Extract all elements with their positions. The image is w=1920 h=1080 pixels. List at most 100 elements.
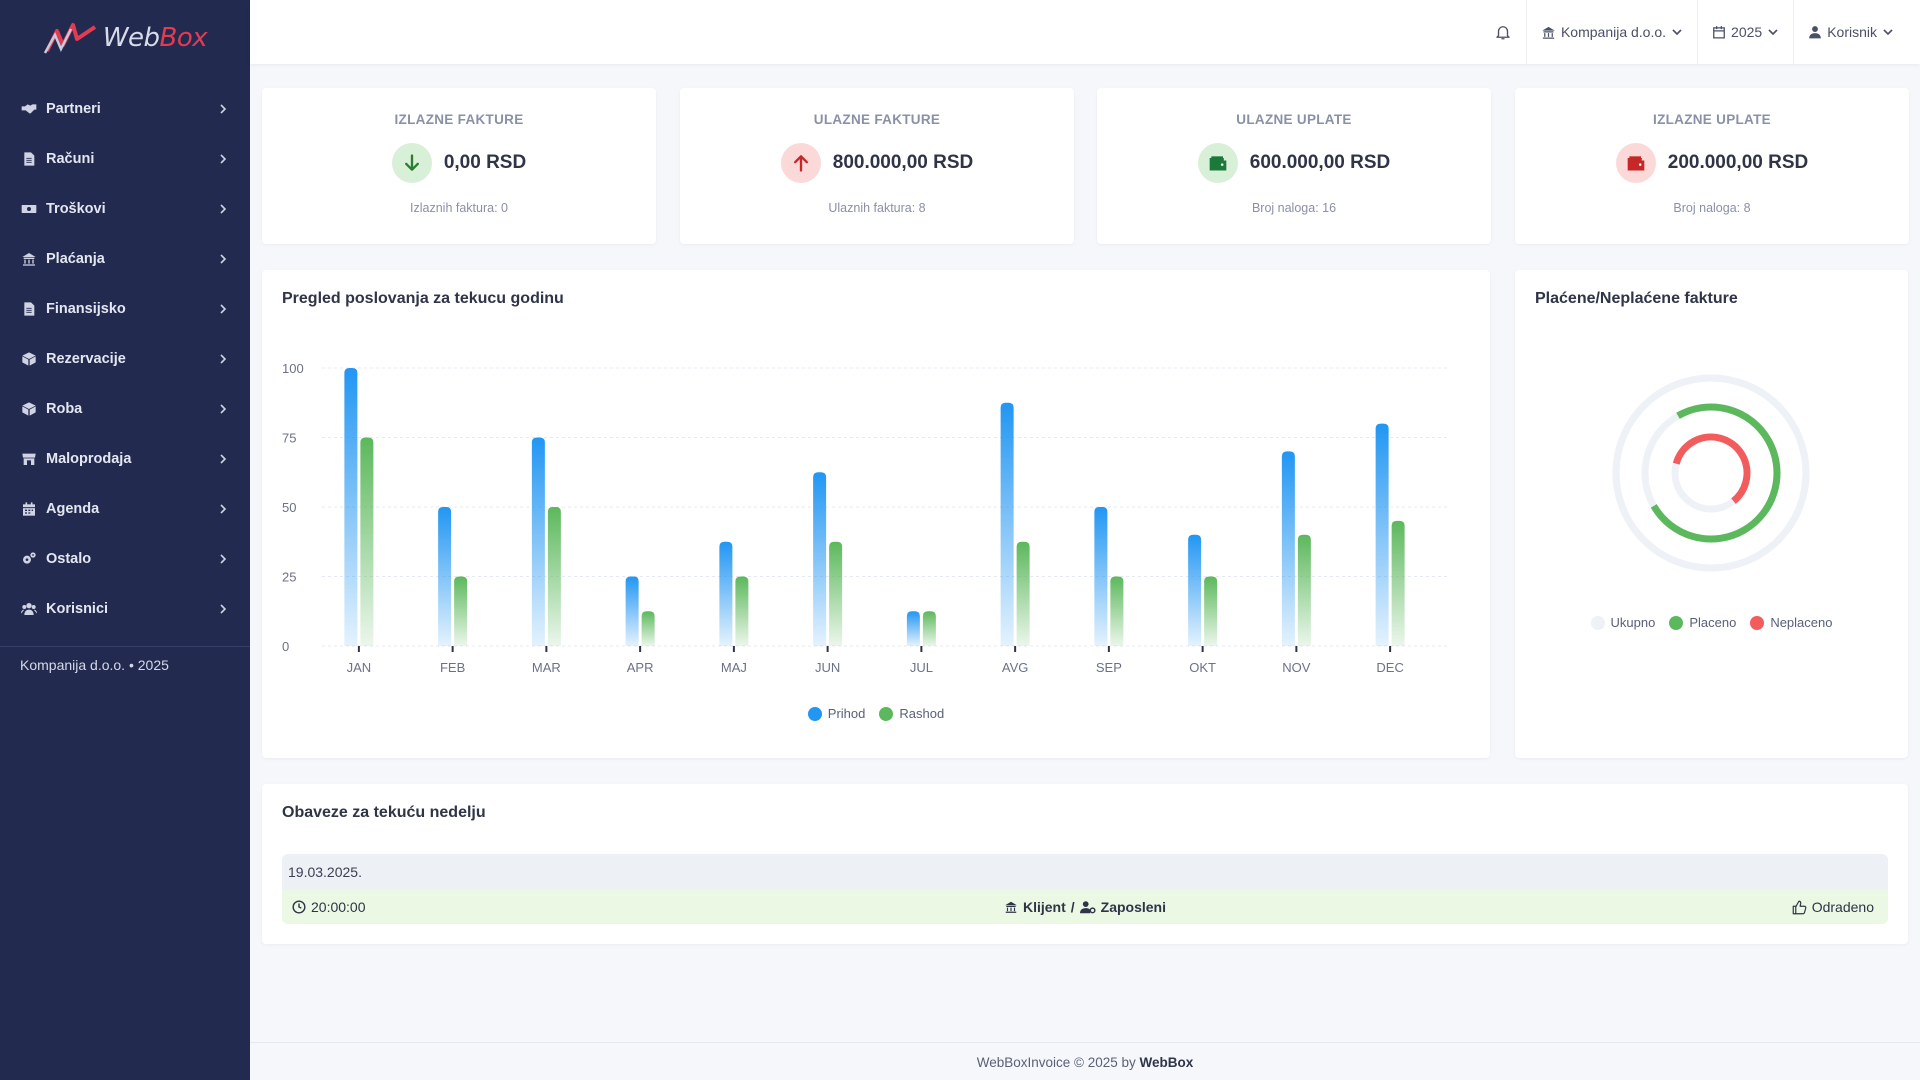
clock-icon (292, 900, 306, 914)
bar-rashod-feb[interactable] (454, 576, 468, 647)
sidebar-item-ostalo[interactable]: Ostalo (0, 534, 250, 584)
bar-rashod-jun[interactable] (829, 541, 843, 646)
y-tick-label: 100 (282, 361, 304, 376)
sidebar-item-agenda[interactable]: Agenda (0, 484, 250, 534)
bar-rashod-nov[interactable] (1297, 534, 1311, 646)
business-overview-card: Pregled poslovanja za tekucu godinu 0 25 5… (262, 270, 1490, 758)
stat-value: 600.000,00 RSD (1249, 152, 1391, 173)
year-selector[interactable]: 2025 (1697, 0, 1793, 64)
obligations-title: Obaveze za tekuću nedelju (282, 804, 486, 821)
sidebar-item-finansijsko[interactable]: Finansijsko (0, 284, 250, 334)
legend-prihod[interactable]: Prihod (807, 706, 865, 721)
y-tick-label: 25 (282, 570, 296, 585)
sidebar-item-label: Korisnici (46, 601, 109, 617)
stat-title: ULAZNE FAKTURE (813, 112, 941, 127)
outgoing-payments-card: IZLAZNE UPLATE 200.000,00 RSD Broj nalog… (1515, 88, 1909, 244)
bar-prihod-jan[interactable] (344, 368, 358, 646)
bar-prihod-okt[interactable] (1188, 534, 1202, 646)
legend-ukupno[interactable]: Ukupno (1590, 615, 1655, 630)
sidebar-item-plaanja[interactable]: Plaćanja (0, 234, 250, 284)
footer-brand[interactable]: WebBox (1139, 1055, 1194, 1070)
legend-neplaceno[interactable]: Neplaceno (1750, 615, 1832, 630)
page-footer: WebBoxInvoice © 2025 by WebBox (250, 1042, 1920, 1080)
bar-prihod-apr[interactable] (625, 576, 639, 647)
sidebar-nav: Partneri Računi Troškovi Plaćanja Finans… (0, 84, 250, 634)
bar-rashod-okt[interactable] (1204, 576, 1218, 647)
outgoing-invoices-card: IZLAZNE FAKTURE 0,00 RSD Izlaznih faktur… (262, 88, 656, 244)
radial-arc-ukupno[interactable] (1612, 374, 1810, 572)
chevron-down-icon (1768, 29, 1778, 36)
obligation-employee: Zaposleni (1100, 899, 1167, 915)
chevron-right-icon (216, 402, 230, 416)
radial-arc-placeno[interactable] (1621, 383, 1801, 563)
bar-rashod-mar[interactable] (547, 507, 561, 646)
stat-value: 200.000,00 RSD (1667, 152, 1809, 173)
store-icon (20, 450, 38, 468)
bar-chart-legend: Prihod Rashod (262, 706, 1490, 721)
bell-icon (1496, 26, 1510, 40)
bar-prihod-jun[interactable] (813, 472, 827, 646)
paid-unpaid-card: Plaćene/Neplaćene fakture Ukupno Placeno N… (1515, 270, 1908, 758)
company-selector[interactable]: Kompanija d.o.o. (1525, 0, 1697, 64)
calendar-icon (1713, 26, 1725, 39)
bar-prihod-jul[interactable] (906, 611, 920, 646)
bar-rashod-maj[interactable] (735, 576, 749, 647)
x-tick-label: MAR (532, 660, 561, 675)
bar-prihod-nov[interactable] (1281, 451, 1295, 646)
bar-prihod-sep[interactable] (1094, 507, 1108, 646)
obligation-status[interactable]: Odradeno (1792, 899, 1874, 915)
bar-prihod-feb[interactable] (438, 507, 452, 646)
thumbs-up-icon (1792, 900, 1807, 914)
x-tick-label: MAJ (721, 660, 747, 675)
sidebar-item-rezervacije[interactable]: Rezervacije (0, 334, 250, 384)
user-menu[interactable]: Korisnik (1793, 0, 1908, 64)
notifications-button[interactable] (1480, 0, 1526, 64)
legend-label: Rashod (899, 706, 945, 721)
bar-rashod-jan[interactable] (360, 437, 374, 647)
sidebar-divider (0, 646, 250, 647)
sidebar-item-label: Plaćanja (46, 251, 105, 267)
legend-label: Neplaceno (1770, 615, 1833, 630)
bank-icon (1542, 26, 1555, 39)
sidebar-item-partneri[interactable]: Partneri (0, 84, 250, 134)
obligation-client: Klijent (1022, 899, 1066, 915)
incoming-invoices-card: ULAZNE FAKTURE 800.000,00 RSD Ulaznih fa… (680, 88, 1074, 244)
sidebar-item-trokovi[interactable]: Troškovi (0, 184, 250, 234)
app-logo[interactable]: WebBox (0, 0, 250, 76)
bar-prihod-mar[interactable] (531, 437, 545, 647)
x-tick-label: JAN (347, 660, 372, 675)
chevron-right-icon (216, 152, 230, 166)
obligation-parties: Klijent / Zaposleni (282, 899, 1888, 915)
bar-prihod-avg[interactable] (1000, 402, 1014, 646)
chevron-right-icon (216, 302, 230, 316)
sidebar-item-korisnici[interactable]: Korisnici (0, 584, 250, 634)
obligation-row[interactable]: 20:00:00 Klijent / Zaposleni Odradeno (282, 890, 1888, 924)
bar-rashod-apr[interactable] (641, 611, 655, 646)
bar-prihod-maj[interactable] (719, 541, 733, 646)
legend-rashod[interactable]: Rashod (879, 706, 944, 721)
obligation-separator: / (1070, 899, 1075, 915)
sidebar-item-maloprodaja[interactable]: Maloprodaja (0, 434, 250, 484)
bar-rashod-avg[interactable] (1016, 541, 1030, 646)
sidebar-item-label: Roba (46, 401, 83, 417)
bar-rashod-jul[interactable] (922, 611, 936, 646)
radial-arc-neplaceno[interactable] (1667, 429, 1755, 517)
gears-icon (20, 550, 38, 568)
bar-rashod-sep[interactable] (1110, 576, 1124, 647)
bar-prihod-dec[interactable] (1375, 423, 1389, 646)
chevron-right-icon (216, 102, 230, 116)
legend-marker (1590, 615, 1605, 630)
sidebar-item-rauni[interactable]: Računi (0, 134, 250, 184)
x-tick-label: SEP (1096, 660, 1122, 675)
sidebar-item-roba[interactable]: Roba (0, 384, 250, 434)
webbox-logo-icon (43, 23, 96, 54)
bar-rashod-dec[interactable] (1391, 520, 1405, 646)
chevron-right-icon (216, 352, 230, 366)
legend-placeno[interactable]: Placeno (1669, 615, 1736, 630)
sidebar-item-label: Maloprodaja (46, 451, 132, 467)
chevron-down-icon (1672, 29, 1682, 36)
radial-chart-legend: Ukupno Placeno Neplaceno (1515, 615, 1908, 630)
x-tick-label: NOV (1282, 660, 1311, 675)
stat-subtitle: Izlaznih faktura: 0 (410, 201, 508, 215)
stat-title: IZLAZNE UPLATE (1653, 112, 1771, 127)
